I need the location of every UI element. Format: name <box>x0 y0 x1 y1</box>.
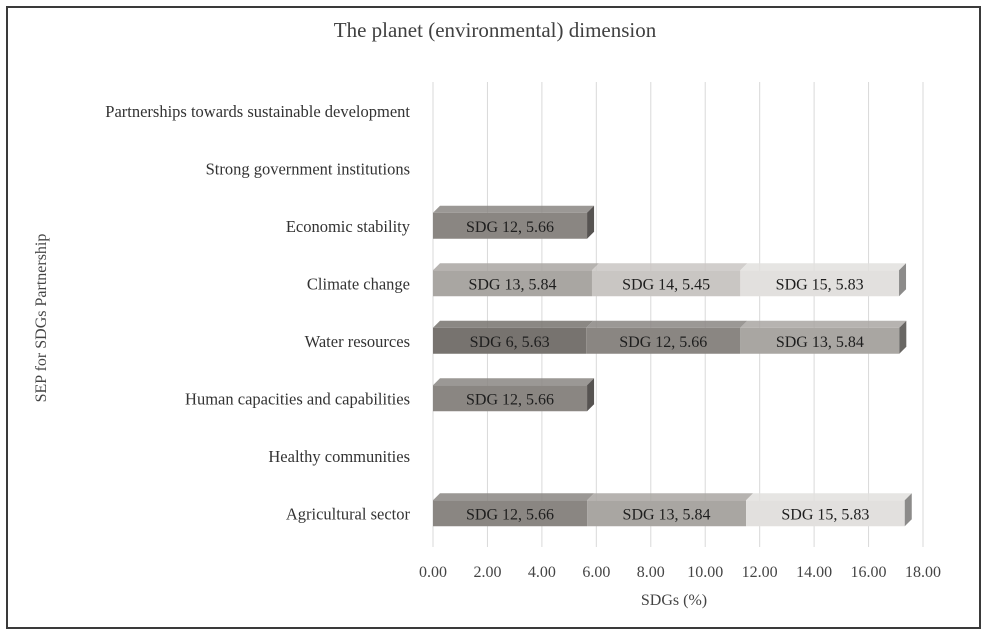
data-label: SDG 12, 5.66 <box>466 219 554 236</box>
data-label: SDG 12, 5.66 <box>619 334 707 351</box>
bar-segment-top <box>433 378 595 386</box>
data-label: SDG 12, 5.66 <box>466 506 554 523</box>
category-label: Water resources <box>305 332 410 351</box>
bar-segment-top <box>433 320 594 328</box>
bar-segment-side <box>899 263 907 297</box>
bar-segment <box>740 270 900 297</box>
category-label: Agricultural sector <box>286 504 411 523</box>
category-label: Climate change <box>307 274 410 293</box>
x-tick-label: 6.00 <box>582 564 610 581</box>
bar-segment <box>433 500 588 527</box>
category-label: Partnerships towards sustainable develop… <box>105 102 410 121</box>
x-tick-label: 4.00 <box>528 564 556 581</box>
bar-segment <box>746 500 905 527</box>
bar-segment-top <box>587 493 754 501</box>
bar-segment <box>591 270 741 297</box>
data-label: SDG 13, 5.84 <box>468 276 556 293</box>
bar-segment-side <box>904 493 912 527</box>
x-tick-label: 14.00 <box>796 564 832 581</box>
bar-segment-top <box>586 320 748 328</box>
data-label: SDG 14, 5.45 <box>622 276 710 293</box>
data-label: SDG 6, 5.63 <box>470 334 550 351</box>
bar-segment <box>433 327 587 354</box>
x-tick-label: 12.00 <box>742 564 778 581</box>
bar-segment <box>433 270 592 297</box>
bar-segment <box>587 500 747 527</box>
bar-segment-top <box>591 263 748 271</box>
bar-segment-top <box>746 493 912 501</box>
bar-segment <box>433 385 588 412</box>
data-label: SDG 12, 5.66 <box>466 391 554 408</box>
x-axis-title: SDGs (%) <box>641 592 707 609</box>
x-tick-label: 2.00 <box>473 564 501 581</box>
bar-segment-side <box>587 205 595 239</box>
data-label: SDG 13, 5.84 <box>623 506 711 523</box>
chart-title: The planet (environmental) dimension <box>334 18 657 42</box>
bar-segment-top <box>740 320 907 328</box>
y-axis-title: SEP for SDGs Partnership <box>33 234 50 403</box>
x-tick-label: 18.00 <box>905 564 941 581</box>
bar-segment-top <box>740 263 907 271</box>
x-tick-label: 0.00 <box>419 564 447 581</box>
x-tick-label: 8.00 <box>637 564 665 581</box>
bar-segment-top <box>433 263 599 271</box>
bar-segment <box>586 327 741 354</box>
bar-segment-top <box>433 205 595 213</box>
bar-segment <box>740 327 900 354</box>
x-tick-label: 10.00 <box>687 564 723 581</box>
category-label: Economic stability <box>286 217 411 236</box>
bar-segment-top <box>433 493 595 501</box>
data-label: SDG 15, 5.83 <box>781 506 869 523</box>
bar-segment-side <box>587 378 595 412</box>
category-label: Healthy communities <box>268 447 410 466</box>
bar-segment-side <box>899 320 907 354</box>
category-label: Human capacities and capabilities <box>185 389 410 408</box>
data-label: SDG 13, 5.84 <box>776 334 864 351</box>
x-tick-label: 16.00 <box>851 564 887 581</box>
category-label: Strong government institutions <box>206 159 410 178</box>
data-label: SDG 15, 5.83 <box>776 276 864 293</box>
bar-segment <box>433 212 588 239</box>
